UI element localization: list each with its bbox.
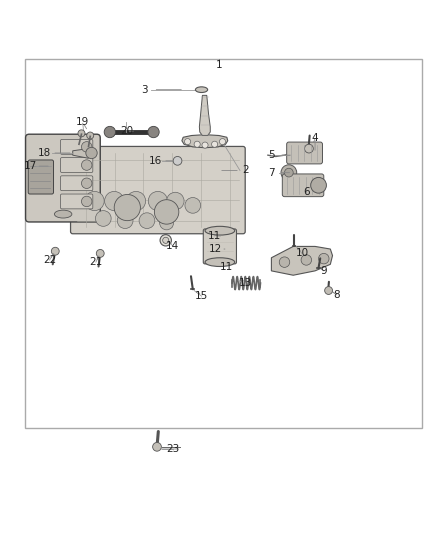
Circle shape	[81, 196, 92, 207]
Circle shape	[325, 287, 332, 294]
Text: 16: 16	[149, 156, 162, 166]
Circle shape	[81, 142, 92, 152]
Text: 14: 14	[166, 240, 179, 251]
Circle shape	[81, 178, 92, 189]
Circle shape	[160, 235, 171, 246]
Circle shape	[139, 213, 155, 229]
Circle shape	[148, 191, 167, 211]
Polygon shape	[73, 149, 95, 158]
Circle shape	[81, 160, 92, 171]
Ellipse shape	[54, 210, 72, 218]
Circle shape	[117, 213, 133, 229]
Text: 17: 17	[24, 161, 37, 171]
FancyBboxPatch shape	[60, 158, 93, 173]
Polygon shape	[182, 135, 228, 148]
Text: 5: 5	[268, 150, 275, 160]
Text: 21: 21	[89, 257, 102, 267]
Circle shape	[159, 216, 173, 230]
Text: 8: 8	[334, 290, 340, 300]
Circle shape	[105, 191, 124, 211]
Text: 11: 11	[220, 262, 233, 271]
Ellipse shape	[205, 227, 235, 235]
Text: 15: 15	[195, 291, 208, 301]
Text: 19: 19	[76, 117, 89, 127]
FancyBboxPatch shape	[287, 142, 322, 164]
Text: 18: 18	[38, 148, 51, 158]
Ellipse shape	[195, 87, 208, 93]
Text: 1: 1	[215, 60, 223, 70]
Circle shape	[318, 253, 329, 264]
Circle shape	[219, 139, 226, 144]
Circle shape	[104, 126, 116, 138]
Circle shape	[185, 198, 201, 213]
Bar	[25, 59, 422, 428]
Circle shape	[279, 257, 290, 268]
FancyBboxPatch shape	[203, 229, 237, 264]
Circle shape	[95, 211, 111, 227]
Circle shape	[184, 139, 191, 144]
Text: 23: 23	[166, 444, 180, 454]
Text: 22: 22	[43, 255, 56, 265]
Circle shape	[127, 191, 146, 211]
Text: 13: 13	[239, 278, 252, 288]
Circle shape	[154, 200, 179, 224]
Text: 10: 10	[295, 248, 308, 259]
Polygon shape	[199, 95, 210, 135]
Text: 7: 7	[268, 168, 275, 177]
Circle shape	[96, 249, 104, 257]
Circle shape	[285, 168, 293, 177]
Text: 12: 12	[209, 244, 222, 254]
FancyBboxPatch shape	[60, 140, 93, 154]
Circle shape	[51, 247, 59, 255]
FancyBboxPatch shape	[60, 194, 93, 209]
Circle shape	[311, 177, 326, 193]
FancyBboxPatch shape	[71, 147, 245, 234]
Circle shape	[166, 192, 184, 210]
FancyBboxPatch shape	[283, 174, 324, 197]
Text: 2: 2	[242, 165, 248, 175]
Circle shape	[78, 130, 85, 137]
Circle shape	[301, 255, 311, 265]
Text: 9: 9	[321, 266, 327, 276]
Circle shape	[304, 144, 313, 153]
Circle shape	[173, 157, 182, 165]
Circle shape	[281, 165, 297, 181]
Circle shape	[86, 147, 97, 159]
Circle shape	[162, 237, 169, 244]
Circle shape	[212, 141, 218, 147]
Circle shape	[114, 195, 141, 221]
Text: 20: 20	[120, 126, 133, 136]
Text: 11: 11	[208, 231, 221, 241]
Text: 3: 3	[141, 85, 148, 95]
FancyBboxPatch shape	[28, 160, 53, 194]
Circle shape	[85, 191, 104, 211]
Circle shape	[87, 132, 94, 139]
Circle shape	[194, 141, 200, 147]
Text: 6: 6	[303, 187, 310, 197]
Polygon shape	[272, 246, 332, 275]
Circle shape	[148, 126, 159, 138]
FancyBboxPatch shape	[60, 176, 93, 191]
Circle shape	[152, 442, 161, 451]
Ellipse shape	[205, 258, 235, 266]
Circle shape	[202, 142, 208, 148]
FancyBboxPatch shape	[25, 134, 100, 222]
Text: 4: 4	[312, 133, 318, 143]
